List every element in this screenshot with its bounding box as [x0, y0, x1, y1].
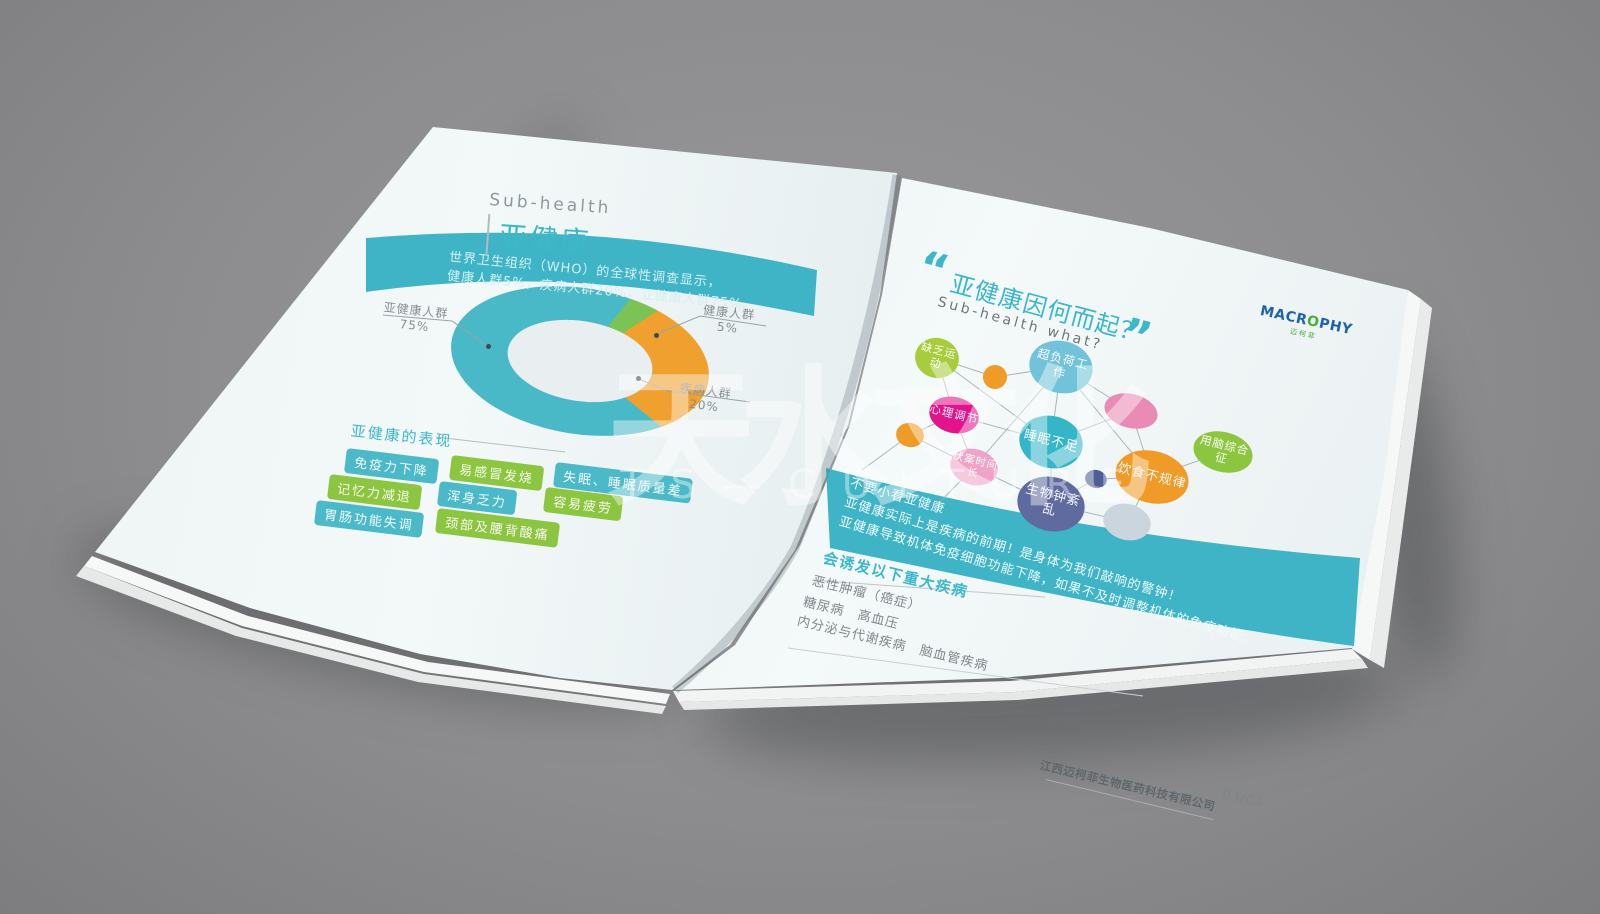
donut-dot-subhealth	[486, 344, 491, 349]
footer-page-number: 03/04	[1220, 787, 1266, 812]
left-page-title: Sub-health 亚健康	[485, 190, 612, 263]
donut-dot-healthy	[654, 333, 659, 338]
footer-company-name: 江西迈柯菲生物医药科技有限公司	[1038, 757, 1217, 814]
donut-dot-disease	[636, 376, 641, 381]
watermark-latin: TS—CULTURE	[620, 462, 1151, 508]
